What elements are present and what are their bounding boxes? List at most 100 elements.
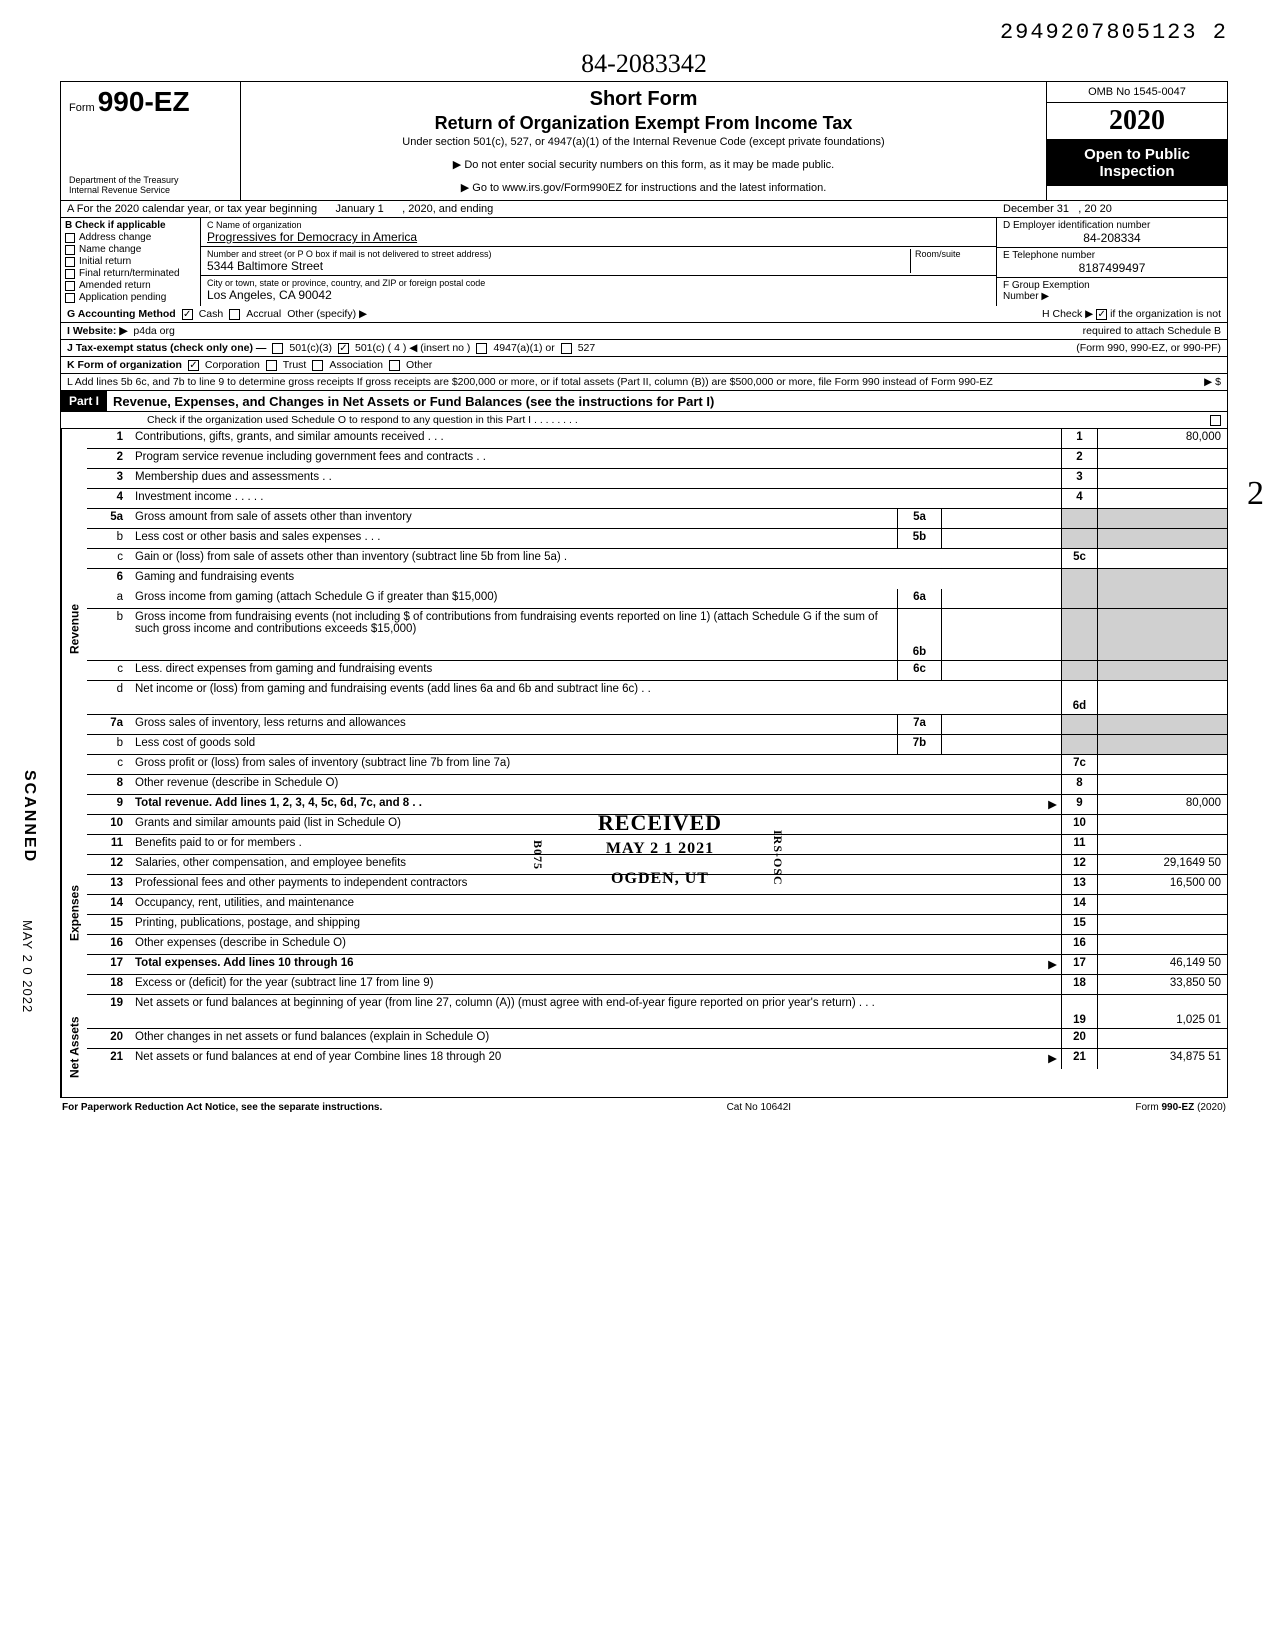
ln5a-shv <box>1097 509 1227 528</box>
ln6c-col: 6c <box>897 661 941 680</box>
ln6a-col: 6a <box>897 589 941 608</box>
ln15-val <box>1097 915 1227 934</box>
ln6b-no: b <box>87 609 131 660</box>
arrow-ssn: ▶ Do not enter social security numbers o… <box>251 158 1036 171</box>
ln7b-shv <box>1097 735 1227 754</box>
row-i: I Website: ▶ p4da org required to attach… <box>60 323 1228 340</box>
block-bcd: B Check if applicable Address change Nam… <box>60 218 1228 306</box>
ln21-col: 21 <box>1061 1049 1097 1069</box>
ln7a-desc: Gross sales of inventory, less returns a… <box>131 715 897 734</box>
ln6a-shv <box>1097 589 1227 608</box>
ln6b-col: 6b <box>897 609 941 660</box>
ln5a-mval <box>941 509 1061 528</box>
ln4-val <box>1097 489 1227 508</box>
ln15-desc: Printing, publications, postage, and shi… <box>131 915 1061 934</box>
chk-527[interactable] <box>561 343 572 354</box>
chk-initial[interactable] <box>65 257 75 267</box>
chk-assoc[interactable] <box>312 360 323 371</box>
ln9-col: 9 <box>1061 795 1097 814</box>
chk-trust[interactable] <box>266 360 277 371</box>
b-item-1: Name change <box>79 244 141 255</box>
ln5a-col: 5a <box>897 509 941 528</box>
l-text: L Add lines 5b 6c, and 7b to line 9 to d… <box>67 376 1198 388</box>
ln1-no: 1 <box>87 429 131 448</box>
part1-header-row: Part I Revenue, Expenses, and Changes in… <box>60 391 1228 412</box>
ln7b-desc: Less cost of goods sold <box>131 735 897 754</box>
ln7c-no: c <box>87 755 131 774</box>
chk-pending[interactable] <box>65 293 75 303</box>
ln9-no: 9 <box>87 795 131 814</box>
chk-schedo[interactable] <box>1210 415 1221 426</box>
ln1-col: 1 <box>1061 429 1097 448</box>
ln6b-sh <box>1061 609 1097 660</box>
ln6b-shv <box>1097 609 1227 660</box>
ln5a-sh <box>1061 509 1097 528</box>
side-expenses: Expenses <box>61 829 87 997</box>
ln20-val <box>1097 1029 1227 1048</box>
ln17-val: 46,149 50 <box>1097 955 1227 974</box>
ln6d-no: d <box>87 681 131 714</box>
chk-accrual[interactable] <box>229 309 240 320</box>
ln5a-no: 5a <box>87 509 131 528</box>
row-k: K Form of organization ✓Corporation Trus… <box>60 357 1228 374</box>
ln12-val: 29,1649 50 <box>1097 855 1227 874</box>
chk-final[interactable] <box>65 269 75 279</box>
ln5c-desc: Gain or (loss) from sale of assets other… <box>131 549 1061 568</box>
ln16-val <box>1097 935 1227 954</box>
stamp-b075: B075 <box>530 840 545 870</box>
part1-label: Part I <box>61 391 107 411</box>
ln4-desc: Investment income . . . . . <box>131 489 1061 508</box>
side-revenue: Revenue <box>61 429 87 829</box>
chk-4947[interactable] <box>476 343 487 354</box>
chk-other[interactable] <box>389 360 400 371</box>
stamp-date: MAY 2 1 2021 <box>550 840 770 858</box>
ln6-sh <box>1061 569 1097 589</box>
ln18-no: 18 <box>87 975 131 994</box>
ln7a-mval <box>941 715 1061 734</box>
h-l2: if the organization is not <box>1110 308 1221 320</box>
chk-501c[interactable]: ✓ <box>338 343 349 354</box>
ln12-col: 12 <box>1061 855 1097 874</box>
ln9-desc: Total revenue. Add lines 1, 2, 3, 4, 5c,… <box>135 797 422 809</box>
top-tracking-code: 2949207805123 2 <box>60 20 1228 45</box>
ln19-col: 19 <box>1061 995 1097 1028</box>
j-c3: 501(c)(3) <box>289 342 332 354</box>
handwritten-2: 2 <box>1247 475 1264 513</box>
ln9-arrow: ▶ <box>1048 797 1057 811</box>
ln6b-mval <box>941 609 1061 660</box>
ln3-col: 3 <box>1061 469 1097 488</box>
ln13-val: 16,500 00 <box>1097 875 1227 894</box>
chk-corp[interactable]: ✓ <box>188 360 199 371</box>
title-short-form: Short Form <box>251 88 1036 111</box>
stamp-received: RECEIVED MAY 2 1 2021 OGDEN, UT <box>550 810 770 888</box>
ln5a-desc: Gross amount from sale of assets other t… <box>131 509 897 528</box>
ln4-col: 4 <box>1061 489 1097 508</box>
c-city-lbl: City or town, state or province, country… <box>207 278 990 288</box>
chk-cash[interactable]: ✓ <box>182 309 193 320</box>
ln15-no: 15 <box>87 915 131 934</box>
ln6a-no: a <box>87 589 131 608</box>
ln10-no: 10 <box>87 815 131 834</box>
chk-address[interactable] <box>65 233 75 243</box>
i-label: I Website: ▶ <box>67 325 127 337</box>
chk-name[interactable] <box>65 245 75 255</box>
c-street-val: 5344 Baltimore Street <box>207 259 910 273</box>
ln7c-col: 7c <box>1061 755 1097 774</box>
row-j: J Tax-exempt status (check only one) — 5… <box>60 340 1228 357</box>
form-number: Form 990-EZ <box>69 86 232 118</box>
ln7b-mval <box>941 735 1061 754</box>
schedo-text: Check if the organization used Schedule … <box>147 414 578 426</box>
ln5b-mval <box>941 529 1061 548</box>
arrow-website: ▶ Go to www.irs.gov/Form990EZ for instru… <box>251 181 1036 194</box>
j-label: J Tax-exempt status (check only one) — <box>67 342 266 354</box>
k-assoc: Association <box>329 359 383 371</box>
ln7c-val <box>1097 755 1227 774</box>
chk-501c3[interactable] <box>272 343 283 354</box>
chk-amended[interactable] <box>65 281 75 291</box>
ln1-val: 80,000 <box>1097 429 1227 448</box>
ln2-col: 2 <box>1061 449 1097 468</box>
ln18-val: 33,850 50 <box>1097 975 1227 994</box>
form-prefix: Form <box>69 102 95 114</box>
b-item-3: Final return/terminated <box>79 268 180 279</box>
chk-h[interactable]: ✓ <box>1096 309 1107 320</box>
